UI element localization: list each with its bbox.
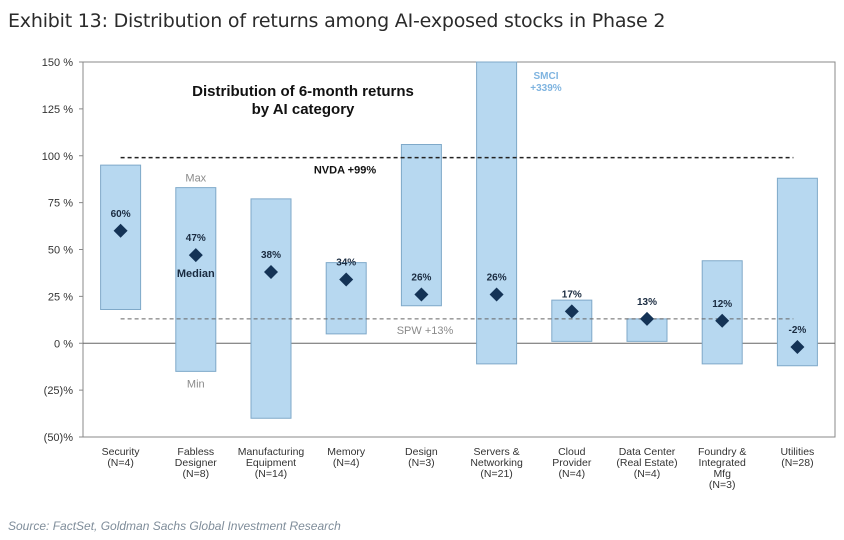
median-marker	[489, 287, 504, 302]
median-value-label: 47%	[186, 233, 206, 244]
median-value-label: 26%	[487, 273, 507, 284]
category-label: (N=8)	[183, 468, 210, 480]
category-label: (N=14)	[255, 468, 287, 480]
range-bar	[400, 144, 442, 307]
category-label: Fabless	[177, 446, 214, 458]
exhibit-title: Exhibit 13: Distribution of returns amon…	[8, 10, 666, 32]
smci-annotation: +339%	[530, 83, 562, 94]
y-tick-label: 150 %	[42, 57, 73, 69]
y-tick-label: 100 %	[42, 151, 73, 163]
category-label: (N=4)	[634, 468, 661, 480]
chart-title: by AI category	[252, 101, 355, 118]
min-label: Min	[187, 378, 205, 390]
median-marker	[339, 272, 354, 287]
nvda-reference-label: NVDA +99%	[314, 165, 376, 177]
median-marker	[715, 313, 730, 328]
category-label: (N=28)	[781, 457, 813, 469]
category-label: Cloud	[558, 446, 586, 458]
category-label: (N=4)	[559, 468, 586, 480]
category-label: Foundry &	[698, 446, 746, 458]
median-value-label: -2%	[789, 325, 807, 336]
category-label: (N=3)	[408, 457, 435, 469]
median-marker	[564, 304, 579, 319]
category-label: (N=4)	[107, 457, 134, 469]
spw-reference-label: SPW +13%	[397, 325, 454, 337]
category-label: Designer	[175, 457, 218, 469]
category-label: Manufacturing	[238, 446, 305, 458]
category-label: Integrated	[699, 457, 746, 469]
category-label: Provider	[552, 457, 592, 469]
category-label: Data Center	[619, 446, 676, 458]
y-tick-label: 125 %	[42, 104, 73, 116]
category-label: Design	[405, 446, 438, 458]
median-value-label: 12%	[712, 299, 732, 310]
median-value-label: 34%	[336, 258, 356, 269]
median-value-label: 13%	[637, 297, 657, 308]
median-value-label: 17%	[562, 289, 582, 300]
range-bar	[476, 61, 518, 365]
smci-annotation: SMCI	[534, 71, 559, 82]
y-tick-label: (50)%	[44, 432, 74, 444]
category-label: Equipment	[246, 457, 296, 469]
median-value-label: 26%	[411, 273, 431, 284]
category-label: Utilities	[780, 446, 814, 458]
range-bar	[701, 260, 743, 365]
chart-title: Distribution of 6-month returns	[192, 83, 414, 100]
median-marker	[264, 265, 278, 279]
category-label: Security	[102, 446, 141, 458]
category-label: (N=21)	[480, 468, 512, 480]
median-marker	[640, 311, 654, 326]
range-bar	[250, 198, 292, 419]
range-bar	[776, 177, 818, 367]
category-label: Servers &	[474, 446, 520, 458]
median-marker	[113, 223, 128, 238]
category-label: (N=4)	[333, 457, 360, 469]
max-label: Max	[185, 173, 206, 185]
source-note: Source: FactSet, Goldman Sachs Global In…	[8, 519, 341, 533]
category-label: Networking	[470, 457, 523, 469]
median-marker	[790, 340, 805, 354]
median-value-label: 60%	[111, 209, 131, 220]
median-legend-label: Median	[177, 268, 215, 280]
category-label: (Real Estate)	[616, 457, 677, 469]
y-tick-label: 25 %	[48, 291, 73, 303]
category-label: Memory	[327, 446, 366, 458]
median-marker	[414, 287, 429, 302]
y-tick-label: 75 %	[48, 198, 73, 210]
category-label: Mfg	[713, 468, 731, 480]
y-tick-label: 0 %	[54, 338, 73, 350]
range-bar	[175, 187, 217, 372]
category-label: (N=3)	[709, 479, 736, 491]
y-tick-label: (25)%	[44, 385, 74, 397]
median-value-label: 38%	[261, 250, 281, 261]
y-tick-label: 50 %	[48, 245, 73, 257]
median-marker	[188, 248, 203, 263]
